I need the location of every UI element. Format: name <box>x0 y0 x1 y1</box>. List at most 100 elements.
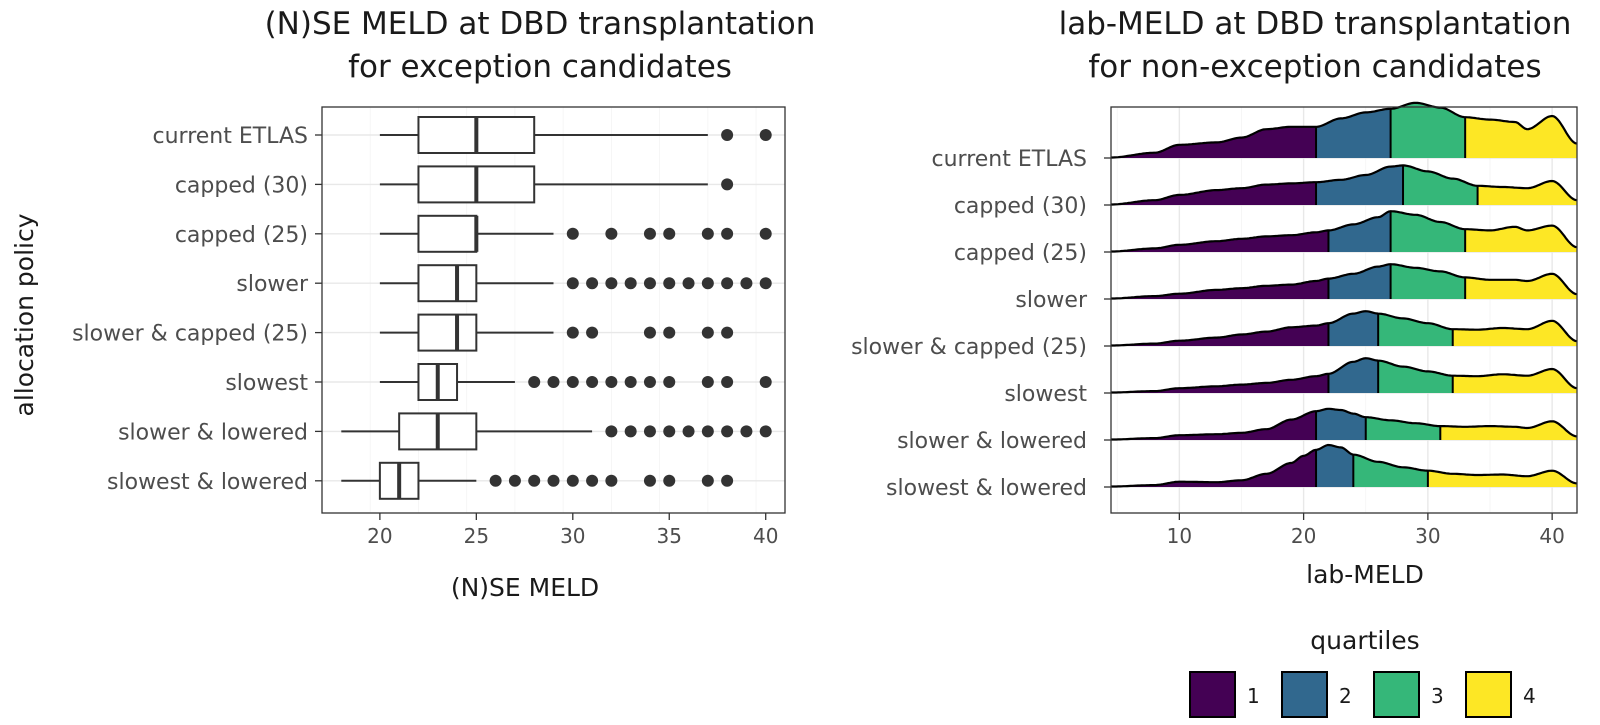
boxplot-outlier <box>663 474 676 487</box>
ridgeline-quartile-area <box>1328 264 1391 299</box>
boxplot-outlier <box>566 326 579 339</box>
boxplot-outlier <box>508 474 521 487</box>
ridgeline-density-outline <box>1111 443 1578 488</box>
ridgeline-row <box>1111 407 1578 441</box>
boxplot-row <box>379 363 772 401</box>
boxplot-category-label: slowest <box>225 371 308 396</box>
ridgeline-quartile-area <box>1316 165 1403 205</box>
boxplot-panel: (N)SE MELD at DBD transplantation for ex… <box>10 6 815 602</box>
boxplot-row <box>379 116 772 154</box>
boxplot-outlier <box>740 277 753 290</box>
ridgeline-category-label: slower <box>1015 288 1088 313</box>
ridgeline-quartile-area <box>1353 454 1428 487</box>
ridgeline-density-outline <box>1111 357 1578 394</box>
boxplot-box <box>417 313 478 352</box>
legend-label: 4 <box>1523 684 1536 708</box>
ridgeline-x-axis-label: lab-MELD <box>1306 560 1424 589</box>
boxplot-category-label: slower & capped (25) <box>72 322 308 347</box>
legend-label: 3 <box>1431 684 1444 708</box>
ridgeline-quartile-area <box>1328 311 1379 346</box>
ridgeline-category-label: slower & capped (25) <box>851 335 1087 360</box>
boxplot-outlier <box>643 474 656 487</box>
boxplot-outlier <box>566 376 579 388</box>
ridgeline-row <box>1111 310 1578 347</box>
ridgeline-quartile-area <box>1111 411 1316 440</box>
boxplot-category-label: slowest & lowered <box>107 470 308 495</box>
ridgeline-quartile-area <box>1316 108 1391 158</box>
boxplot-outlier <box>643 326 656 339</box>
ridgeline-quartile-area <box>1378 313 1453 346</box>
boxplot-box <box>417 264 478 303</box>
boxplot-row <box>341 461 734 500</box>
boxplot-outlier <box>701 227 714 240</box>
boxplot-category-label: current ETLAS <box>153 124 308 149</box>
boxplot-outlier <box>759 227 772 240</box>
ridgeline-quartile-area <box>1328 211 1391 252</box>
ridgeline-quartile-area <box>1465 225 1577 252</box>
ridgeline-x-ticks: 10 20 30 40 <box>1167 513 1565 548</box>
boxplot-outlier <box>721 474 734 487</box>
boxplot-x-tick-label: 35 <box>657 524 682 548</box>
ridgeline-x-tick-label: 30 <box>1415 524 1440 548</box>
boxplot-marks <box>341 116 772 500</box>
ridgeline-density-outline <box>1111 407 1578 441</box>
ridgeline-quartile-area <box>1477 181 1577 205</box>
boxplot-x-tick-label: 25 <box>464 524 489 548</box>
boxplot-outlier <box>701 376 714 388</box>
ridgeline-quartile-area <box>1111 323 1329 346</box>
ridgeline-quartile-area <box>1403 165 1478 205</box>
boxplot-title-line-1: (N)SE MELD at DBD transplantation <box>265 6 816 42</box>
boxplot-outlier <box>740 425 753 438</box>
ridgeline-quartile-area <box>1452 320 1577 346</box>
ridgeline-category-labels: current ETLAS capped (30) capped (25) slowe… <box>851 147 1111 501</box>
boxplot-outlier <box>586 474 599 487</box>
boxplot-box <box>417 214 478 253</box>
ridgeline-quartile-area <box>1390 102 1466 158</box>
ridgeline-marks <box>1111 101 1578 488</box>
boxplot-outlier <box>489 474 502 487</box>
boxplot-outlier <box>643 376 656 388</box>
ridgeline-row <box>1111 164 1578 206</box>
boxplot-outlier <box>721 277 734 290</box>
boxplot-outlier <box>701 425 714 438</box>
boxplot-x-axis-label: (N)SE MELD <box>451 573 599 602</box>
boxplot-outlier <box>643 277 656 290</box>
boxplot-outlier <box>663 326 676 339</box>
ridgeline-row <box>1111 210 1578 253</box>
ridgeline-row <box>1111 101 1578 159</box>
boxplot-outlier <box>701 326 714 339</box>
boxplot-category-label: slower <box>236 272 309 297</box>
ridgeline-category-label: current ETLAS <box>932 147 1087 172</box>
ridgeline-row <box>1111 357 1578 394</box>
boxplot-outlier <box>624 425 637 438</box>
ridgeline-quartile-area <box>1390 211 1466 252</box>
boxplot-outlier <box>721 326 734 339</box>
ridgeline-category-label: slowest & lowered <box>886 476 1087 501</box>
boxplot-outlier <box>605 474 618 487</box>
boxplot-outlier <box>663 227 676 240</box>
boxplot-x-tick-label: 20 <box>367 524 392 548</box>
boxplot-outlier <box>663 425 676 438</box>
ridgeline-quartile-area <box>1440 421 1577 440</box>
legend-swatch <box>1189 671 1236 718</box>
boxplot-row <box>379 264 772 303</box>
ridgeline-density-outline <box>1111 210 1578 253</box>
ridgeline-density-outline <box>1111 310 1578 347</box>
quartile-legend: 1 2 3 4 <box>1189 671 1536 718</box>
legend-swatch <box>1373 671 1420 718</box>
boxplot-x-ticks: 20 25 30 35 40 <box>367 513 778 548</box>
boxplot-outlier <box>566 474 579 487</box>
boxplot-outlier <box>566 277 579 290</box>
ridgeline-quartile-area <box>1111 373 1329 393</box>
ridgeline-density-outline <box>1111 263 1578 300</box>
boxplot-category-labels: current ETLAS capped (30) capped (25) slowe… <box>72 124 322 495</box>
ridgeline-category-label: slower & lowered <box>897 429 1087 454</box>
boxplot-panel-border <box>321 106 786 514</box>
boxplot-category-label: capped (25) <box>175 223 308 248</box>
boxplot-outlier <box>605 376 618 388</box>
ridgeline-row <box>1111 443 1578 488</box>
boxplot-row <box>379 165 734 204</box>
ridgeline-category-label: capped (30) <box>954 194 1087 219</box>
ridgeline-title-line-2: for non-exception candidates <box>1088 49 1541 85</box>
boxplot-category-label: slower & lowered <box>118 420 308 445</box>
